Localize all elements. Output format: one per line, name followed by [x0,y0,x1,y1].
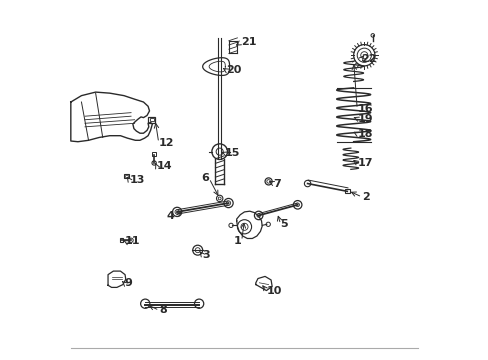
Bar [149,118,153,121]
Bar [345,189,349,193]
Text: 9: 9 [124,279,132,288]
Text: 22: 22 [360,54,375,64]
Text: 14: 14 [156,161,172,171]
Text: 11: 11 [124,236,140,246]
Text: 18: 18 [356,129,372,139]
Text: 3: 3 [202,250,210,260]
Bar [125,175,128,177]
Text: 10: 10 [266,285,281,296]
Text: 16: 16 [356,104,372,114]
Text: 12: 12 [159,138,174,148]
Text: 19: 19 [356,114,372,124]
Text: 13: 13 [129,175,144,185]
Text: 4: 4 [166,211,174,221]
Text: 2: 2 [362,192,369,202]
Text: 21: 21 [241,37,256,48]
Text: 20: 20 [225,65,241,75]
Bar [124,174,129,178]
Text: 17: 17 [356,158,372,168]
Bar [148,117,155,123]
Text: 8: 8 [159,305,167,315]
Text: 7: 7 [273,179,281,189]
Text: 15: 15 [224,148,240,158]
Text: 6: 6 [201,173,209,183]
Bar [152,152,156,156]
Bar [120,238,123,242]
Text: 5: 5 [280,219,288,229]
Text: 1: 1 [233,236,241,246]
